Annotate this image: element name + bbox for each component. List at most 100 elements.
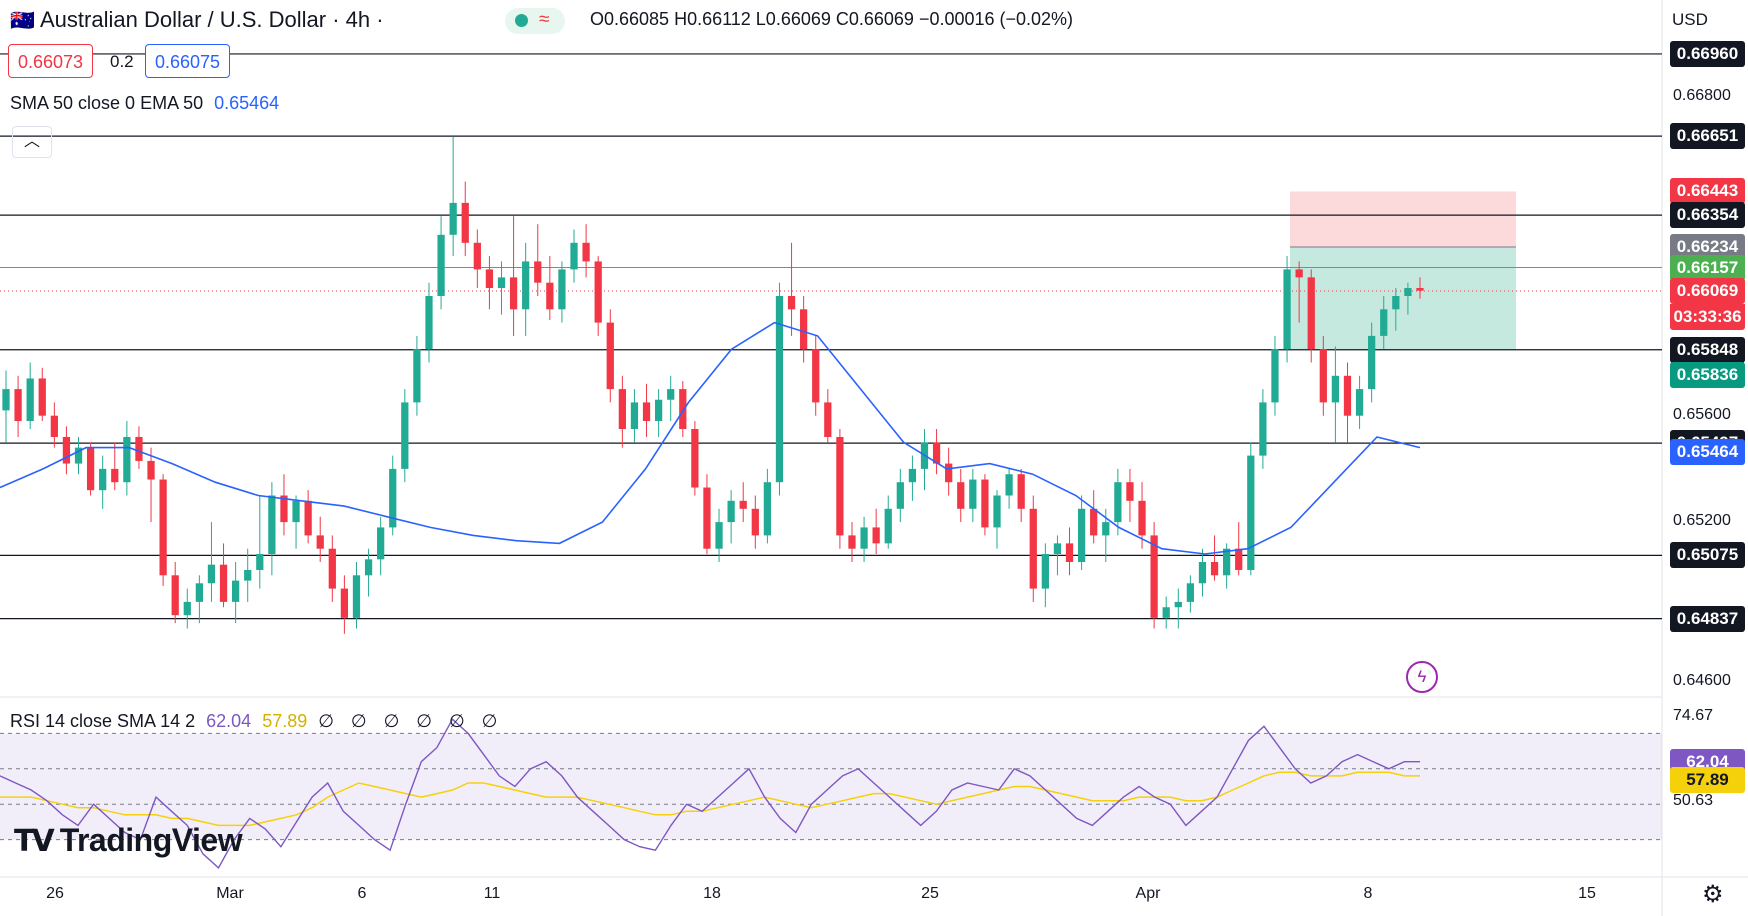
sma-50-line bbox=[0, 321, 1421, 555]
candle-body bbox=[2, 389, 10, 411]
candle-body bbox=[884, 508, 892, 544]
collapse-legend-button[interactable]: ︿ bbox=[12, 126, 52, 158]
candle-body bbox=[618, 389, 626, 429]
sma-legend-label: SMA 50 close 0 EMA 50 bbox=[10, 93, 204, 113]
candle-body bbox=[727, 500, 735, 523]
candle-body bbox=[352, 575, 361, 618]
buy-price-button[interactable]: 0.66075 bbox=[145, 44, 231, 78]
candle-body bbox=[401, 402, 409, 469]
candle-body bbox=[14, 389, 22, 422]
candle-body bbox=[1210, 562, 1219, 576]
candle-body bbox=[969, 479, 977, 509]
candle-body bbox=[1198, 562, 1207, 584]
sell-price-button[interactable]: 0.66073 bbox=[8, 44, 94, 78]
candle-body bbox=[74, 447, 83, 464]
candle-body bbox=[1319, 349, 1327, 403]
price-label-level: 0.65848 bbox=[1670, 336, 1745, 363]
candle-body bbox=[932, 442, 941, 464]
market-status-pill[interactable]: ≈ bbox=[505, 8, 565, 34]
price-tick-label: 0.64600 bbox=[1673, 671, 1731, 689]
candle-body bbox=[449, 202, 457, 235]
candle-body bbox=[292, 500, 300, 523]
price-label-countdown: 03:33:36 bbox=[1670, 303, 1745, 330]
candle-body bbox=[1259, 402, 1267, 456]
candle-body bbox=[244, 569, 252, 581]
price-label-target2: 0.65836 bbox=[1670, 361, 1745, 388]
candle-body bbox=[1223, 548, 1231, 576]
price-label-sma: 0.65464 bbox=[1670, 438, 1745, 465]
candle-body bbox=[1041, 554, 1049, 589]
candle-body bbox=[425, 296, 433, 350]
candle-body bbox=[751, 508, 759, 536]
market-open-icon bbox=[515, 14, 528, 27]
candle-body bbox=[654, 399, 663, 422]
candle-body bbox=[328, 548, 336, 589]
candle-body bbox=[316, 535, 324, 549]
rsi-sma-line bbox=[0, 771, 1420, 827]
candle-body bbox=[558, 269, 566, 310]
candle-body bbox=[993, 495, 1001, 528]
candle-body bbox=[256, 554, 264, 570]
candle-body bbox=[836, 436, 844, 536]
candle-body bbox=[775, 296, 784, 483]
candle-body bbox=[304, 500, 312, 536]
candle-body bbox=[461, 202, 469, 243]
candle-body bbox=[1404, 288, 1412, 296]
candle-body bbox=[703, 487, 711, 549]
sma-legend[interactable]: SMA 50 close 0 EMA 50 0.65464 bbox=[10, 93, 279, 114]
candle-body bbox=[787, 296, 796, 310]
logo-text: TradingView bbox=[59, 822, 243, 858]
candle-body bbox=[1065, 543, 1074, 562]
sma-legend-value: 0.65464 bbox=[214, 93, 280, 113]
candle-body bbox=[340, 588, 349, 618]
candle-body bbox=[908, 468, 917, 483]
candle-body bbox=[1114, 482, 1122, 523]
candle-body bbox=[1186, 583, 1195, 602]
candle-body bbox=[183, 601, 191, 616]
candle-body bbox=[123, 436, 131, 483]
candle-body bbox=[534, 261, 542, 283]
candle-body bbox=[1283, 269, 1291, 350]
candle-body bbox=[437, 234, 445, 296]
candle-body bbox=[957, 482, 965, 509]
candle-body bbox=[1090, 508, 1098, 536]
candle-body bbox=[667, 389, 675, 400]
candle-body bbox=[171, 575, 179, 616]
take-profit-zone bbox=[1290, 247, 1516, 350]
gear-icon[interactable]: ⚙ bbox=[1702, 881, 1724, 908]
symbol-title[interactable]: Australian Dollar / U.S. Dollar · 4h · bbox=[40, 7, 384, 32]
candle-body bbox=[219, 564, 228, 602]
candle-body bbox=[509, 277, 518, 310]
candle-body bbox=[1295, 269, 1303, 278]
rsi-legend[interactable]: RSI 14 close SMA 14 2 62.04 57.89 ∅ ∅ ∅ … bbox=[10, 711, 503, 732]
candle-body bbox=[1380, 309, 1388, 336]
candle-body bbox=[1247, 455, 1255, 570]
candle-body bbox=[582, 242, 590, 262]
price-label-level: 0.66960 bbox=[1670, 40, 1745, 67]
candle-body bbox=[195, 583, 203, 602]
time-tick-label: 18 bbox=[703, 885, 721, 902]
candle-body bbox=[1174, 601, 1182, 608]
candle-body bbox=[872, 527, 880, 544]
candle-body bbox=[1053, 543, 1062, 555]
time-tick-label: Mar bbox=[216, 885, 244, 902]
candle-body bbox=[62, 436, 71, 464]
candle-body bbox=[945, 463, 953, 483]
price-tick-label: 0.65200 bbox=[1673, 512, 1731, 530]
time-tick-label: 8 bbox=[1363, 885, 1373, 902]
candle-body bbox=[1077, 508, 1086, 562]
candle-body bbox=[50, 415, 58, 437]
candle-body bbox=[280, 495, 288, 523]
lightning-icon[interactable]: ϟ bbox=[1406, 661, 1438, 693]
time-tick-label: 25 bbox=[921, 885, 939, 902]
price-label-target: 0.66157 bbox=[1670, 254, 1745, 281]
candle-body bbox=[135, 436, 143, 461]
candle-body bbox=[606, 322, 614, 390]
candle-body bbox=[1029, 508, 1037, 589]
stop-loss-zone bbox=[1290, 191, 1516, 248]
candle-body bbox=[1150, 535, 1158, 618]
candle-body bbox=[1343, 375, 1352, 416]
candle-body bbox=[896, 482, 904, 509]
tradingview-logo: 𝗧𝗩 TradingView bbox=[14, 822, 243, 859]
